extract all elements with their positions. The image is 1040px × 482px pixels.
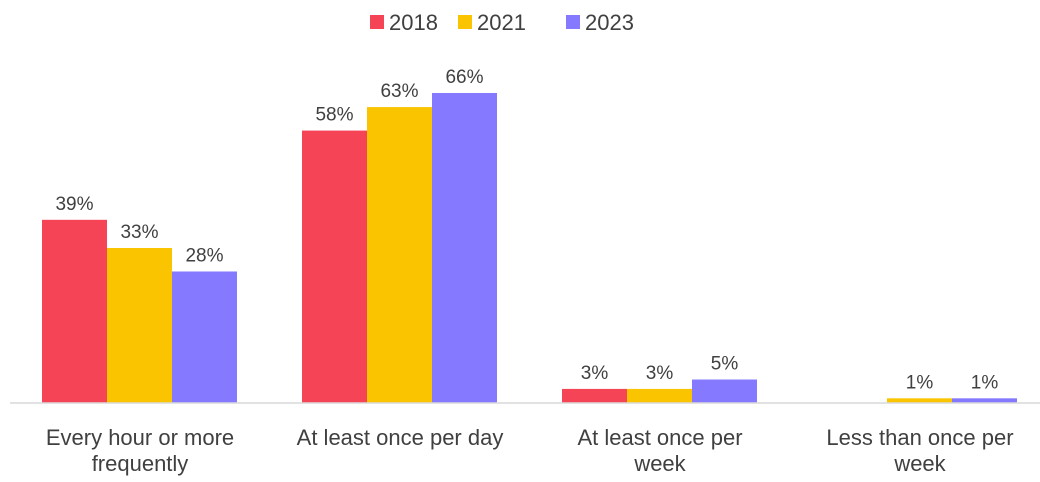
legend: 2018 2021 2023 [370,10,634,35]
bar-2021-1 [107,248,172,403]
data-label-2018-2: 58% [315,105,353,126]
x-axis-tick-labels: Every hour or more frequently At least onc… [46,425,1014,476]
x-tick-label-2: At least once per day [297,425,504,450]
bar-2023-3 [692,379,757,403]
data-label-2023-2: 66% [445,67,483,88]
data-label-2023-1: 28% [185,245,223,266]
legend-label-2018: 2018 [389,10,438,35]
data-label-2021-2: 63% [380,81,418,102]
bar-2023-2 [432,93,497,403]
data-label-2021-3: 3% [646,363,674,384]
data-label-2021-1: 33% [120,222,158,243]
data-label-2018-1: 39% [55,194,93,215]
x-tick-label-1: Every hour or more frequently [46,425,234,476]
bar-2021-4 [887,398,952,403]
legend-swatch-2021 [458,15,472,29]
data-label-2021-4: 1% [906,372,934,393]
bar-2018-3 [562,388,627,403]
data-label-2023-3: 5% [711,354,739,375]
legend-swatch-2018 [370,15,384,29]
bar-2021-3 [627,388,692,403]
bar-2018-2 [302,130,367,404]
legend-label-2023: 2023 [585,10,634,35]
bar-2023-1 [172,271,237,403]
x-tick-label-4: Less than once per week [826,425,1013,476]
data-label-2023-4: 1% [971,372,999,393]
data-labels: 39% 33% 28% 58% 63% 66% 3% 3% 5% 1% 1% [55,67,998,393]
x-tick-label-3: At least once per week [577,425,742,476]
legend-swatch-2023 [566,15,580,29]
data-label-2018-3: 3% [581,363,609,384]
bar-2021-2 [367,107,432,403]
legend-label-2021: 2021 [477,10,526,35]
bars [42,93,1017,404]
bar-2018-1 [42,219,107,403]
bar-2023-4 [952,398,1017,403]
